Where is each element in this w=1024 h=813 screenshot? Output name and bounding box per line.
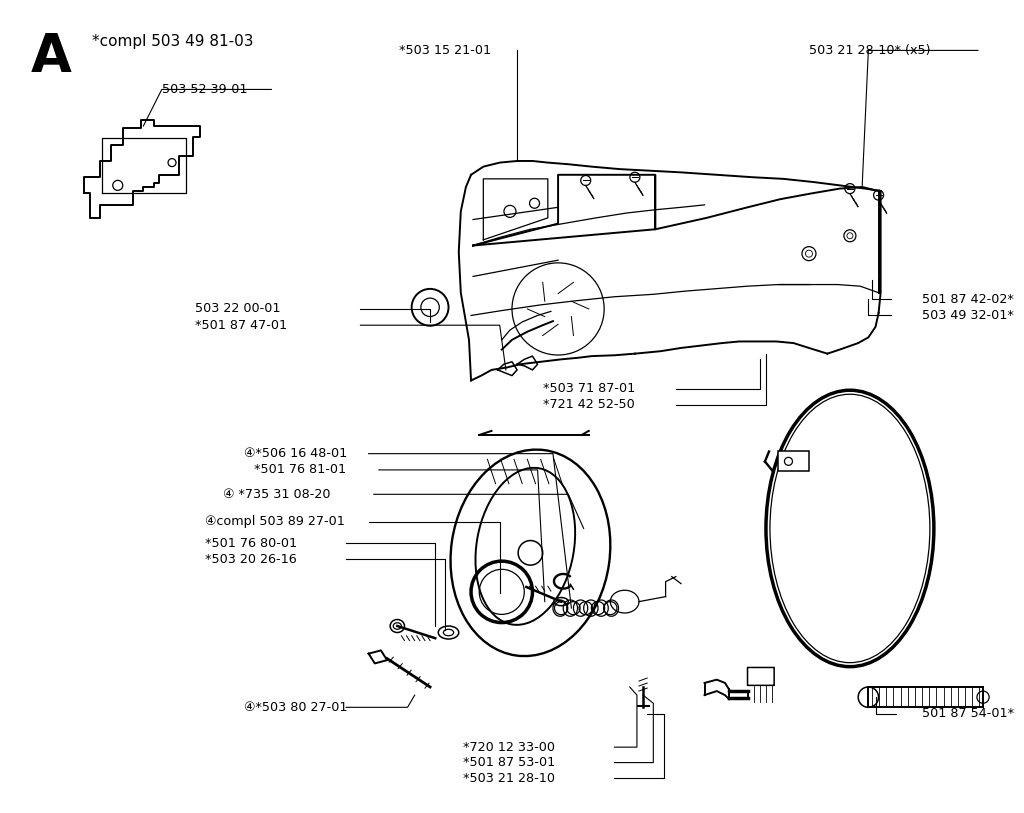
Circle shape [581,176,591,185]
Text: *503 20 26-16: *503 20 26-16 [205,553,297,566]
Text: 503 22 00-01: 503 22 00-01 [195,302,280,315]
Text: ④compl 503 89 27-01: ④compl 503 89 27-01 [205,515,345,528]
Text: *503 21 28-10: *503 21 28-10 [463,772,555,785]
Text: *compl 503 49 81-03: *compl 503 49 81-03 [92,34,254,49]
Circle shape [873,190,884,200]
Circle shape [977,691,989,703]
Text: 503 49 32-01*: 503 49 32-01* [922,309,1014,322]
Circle shape [630,172,640,182]
Text: *721 42 52-50: *721 42 52-50 [543,398,635,411]
Circle shape [412,289,449,326]
Ellipse shape [438,626,459,639]
Ellipse shape [554,598,568,606]
Text: A: A [31,31,72,83]
Bar [778,451,809,472]
Text: 501 87 54-01*: 501 87 54-01* [922,707,1014,720]
Text: ④*506 16 48-01: ④*506 16 48-01 [244,447,347,460]
FancyBboxPatch shape [748,667,774,685]
Text: *720 12 33-00: *720 12 33-00 [463,741,555,754]
Text: *501 87 47-01: *501 87 47-01 [195,319,287,332]
Text: 503 21 28-10* (x5): 503 21 28-10* (x5) [809,44,931,57]
Text: *503 15 21-01: *503 15 21-01 [399,44,492,57]
Ellipse shape [390,620,404,633]
Text: 503 52 39-01: 503 52 39-01 [162,83,247,96]
Text: *503 71 87-01: *503 71 87-01 [543,382,635,395]
Text: ④ *735 31 08-20: ④ *735 31 08-20 [223,488,331,501]
Text: *501 76 81-01: *501 76 81-01 [254,463,346,476]
Circle shape [858,687,879,707]
Text: 501 87 42-02*: 501 87 42-02* [922,293,1014,306]
Text: ④*503 80 27-01: ④*503 80 27-01 [244,701,347,714]
Text: *501 87 53-01: *501 87 53-01 [463,756,555,769]
Circle shape [845,184,855,193]
Text: *501 76 80-01: *501 76 80-01 [205,537,297,550]
